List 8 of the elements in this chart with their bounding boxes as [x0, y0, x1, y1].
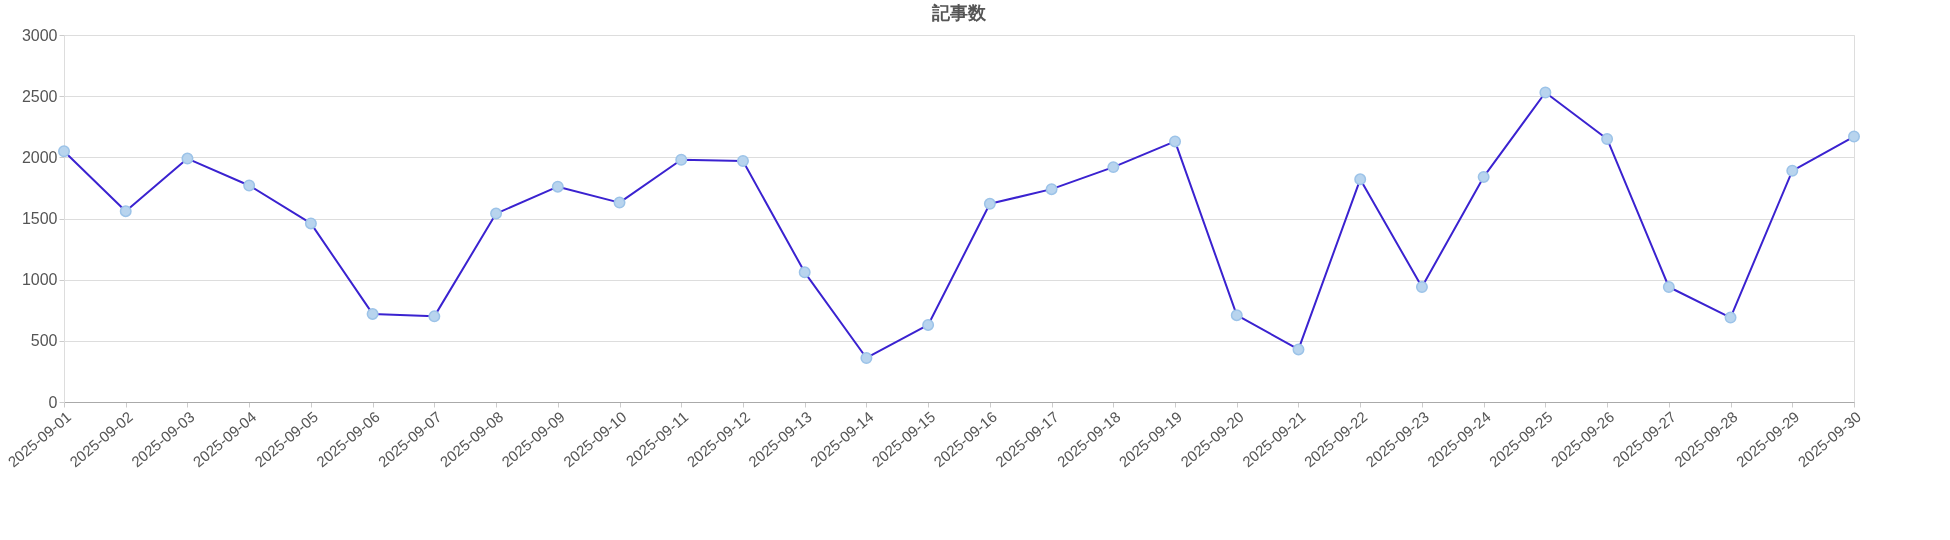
y-tick-label: 1000 [21, 271, 58, 289]
y-tick-label: 2500 [21, 87, 58, 105]
y-tick-label: 1500 [21, 210, 58, 227]
y-tick-label: 3000 [21, 26, 58, 44]
y-tick-label: 0 [48, 393, 58, 411]
chart-title: 記事数 [931, 3, 987, 23]
y-tick-label: 500 [30, 332, 58, 350]
y-tick-label: 2000 [21, 148, 58, 166]
